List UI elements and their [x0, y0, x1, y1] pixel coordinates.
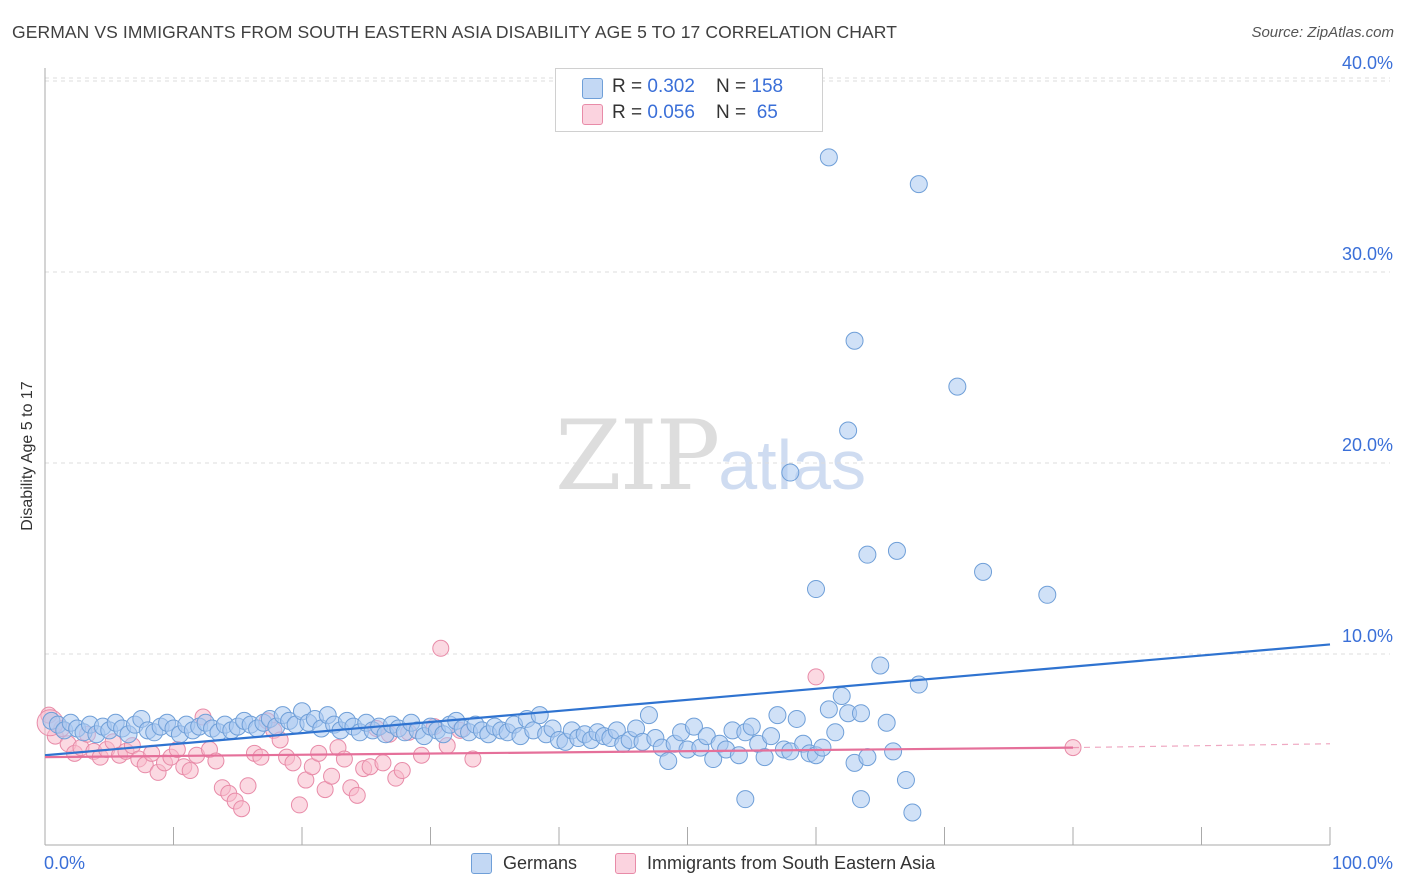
- data-point-immigrants: [233, 800, 251, 818]
- blue-series-layer: [42, 148, 1057, 822]
- legend-swatch-pink: [615, 853, 636, 874]
- legend-swatch-blue: [471, 853, 492, 874]
- tick-label-layer: 10.0% 20.0% 30.0% 40.0% 0.0% 100.0%: [44, 53, 1393, 873]
- data-point-germans: [851, 704, 870, 723]
- n-label: N =: [716, 76, 752, 97]
- r-label: R =: [612, 76, 648, 97]
- data-point-germans: [948, 377, 967, 396]
- data-point-immigrants: [310, 744, 328, 762]
- data-point-germans: [787, 709, 806, 728]
- data-point-immigrants: [181, 762, 199, 780]
- chart-title: GERMAN VS IMMIGRANTS FROM SOUTH EASTERN …: [12, 22, 897, 42]
- y-tick-label: 30.0%: [1342, 244, 1393, 264]
- data-point-immigrants: [290, 796, 308, 814]
- n-value: 65: [751, 102, 778, 123]
- data-point-germans: [819, 148, 838, 167]
- y-tick-label: 10.0%: [1342, 626, 1393, 646]
- y-tick-label: 40.0%: [1342, 53, 1393, 73]
- legend-swatch-blue: [582, 78, 603, 99]
- x-tick-label: 100.0%: [1332, 853, 1393, 873]
- data-point-germans: [884, 742, 903, 761]
- trend-layer: [44, 643, 1331, 759]
- data-point-germans: [839, 421, 858, 440]
- r-value: 0.056: [647, 102, 695, 123]
- legend-text-germans: R = 0.302 N = 158: [612, 76, 783, 98]
- data-point-immigrants: [207, 752, 225, 770]
- data-point-germans: [742, 717, 761, 736]
- data-point-germans: [684, 717, 703, 736]
- data-point-germans: [871, 656, 890, 675]
- data-point-germans: [858, 748, 877, 767]
- trend-line-germans: [44, 643, 1331, 757]
- data-point-immigrants: [464, 750, 482, 768]
- data-point-germans: [832, 687, 851, 706]
- data-point-germans: [903, 803, 922, 822]
- data-point-immigrants: [413, 746, 431, 764]
- data-point-germans: [819, 700, 838, 719]
- data-point-germans: [736, 790, 755, 809]
- legend-label-immigrants: Immigrants from South Eastern Asia: [647, 853, 936, 873]
- data-point-germans: [729, 746, 748, 765]
- data-point-germans: [826, 723, 845, 742]
- data-point-immigrants: [284, 754, 302, 772]
- legend-label-germans: Germans: [503, 853, 578, 873]
- data-point-immigrants: [252, 748, 270, 766]
- data-point-germans: [887, 541, 906, 560]
- grid-layer: [45, 77, 1390, 655]
- data-point-germans: [807, 580, 825, 599]
- data-point-germans: [909, 175, 928, 194]
- data-point-germans: [974, 562, 993, 581]
- legend-swatch-pink: [582, 104, 603, 125]
- data-point-germans: [851, 790, 870, 809]
- data-point-germans: [755, 748, 774, 767]
- data-point-germans: [1038, 585, 1057, 604]
- x-tick-label: 0.0%: [44, 853, 85, 873]
- data-point-germans: [768, 706, 787, 725]
- trend-line-immigrants: [44, 746, 1074, 759]
- correlation-legend: R = 0.302 N = 158 R = 0.056 N = 65: [555, 68, 823, 132]
- data-point-immigrants: [807, 668, 825, 686]
- data-point-immigrants: [393, 762, 411, 780]
- r-label: R =: [612, 102, 648, 123]
- data-point-germans: [877, 713, 896, 732]
- trend-line-immigrants-extension: [1072, 743, 1331, 749]
- data-point-germans: [896, 771, 915, 790]
- data-point-germans: [858, 545, 877, 564]
- data-point-germans: [781, 463, 800, 482]
- data-point-germans: [813, 738, 832, 757]
- data-point-immigrants: [239, 777, 257, 795]
- data-point-germans: [639, 706, 658, 725]
- y-tick-label: 20.0%: [1342, 435, 1393, 455]
- data-point-immigrants: [323, 767, 341, 785]
- data-point-immigrants: [432, 639, 450, 657]
- data-point-immigrants: [348, 786, 366, 804]
- data-point-germans: [845, 331, 864, 350]
- legend-text-immigrants: R = 0.056 N = 65: [612, 102, 778, 124]
- n-value: 158: [751, 76, 784, 97]
- data-point-immigrants: [374, 754, 392, 772]
- r-value: 0.302: [647, 76, 695, 97]
- data-point-germans: [659, 751, 678, 770]
- data-point-germans: [762, 727, 781, 746]
- source-label: Source: ZipAtlas.com: [1251, 24, 1394, 41]
- n-label: N =: [716, 102, 752, 123]
- data-point-germans: [530, 706, 549, 725]
